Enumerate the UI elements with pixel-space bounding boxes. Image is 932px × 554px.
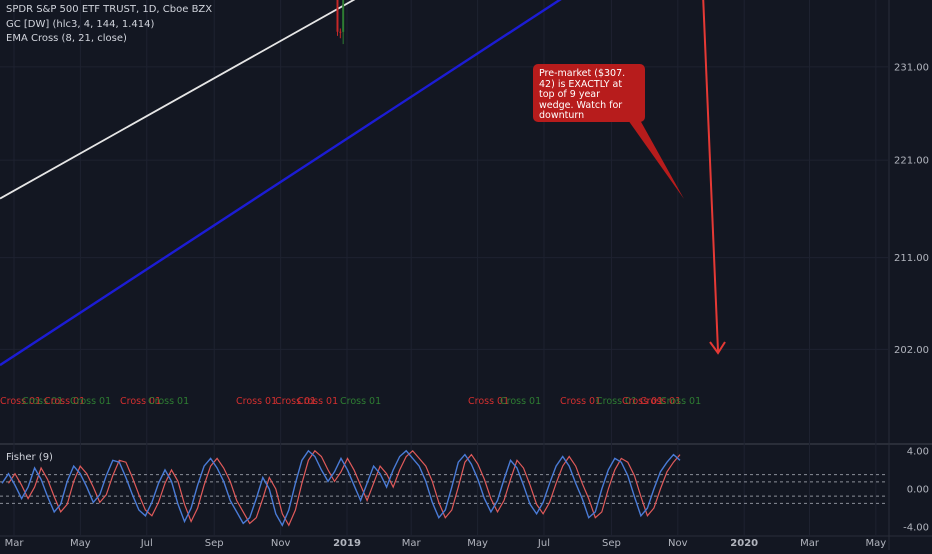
fisher-tick-label: -4.00: [903, 523, 929, 534]
annotation-line-3: top of 9 year: [539, 89, 601, 100]
time-tick-label: May: [70, 538, 91, 549]
time-tick-label: Sep: [205, 538, 224, 549]
cross-marker-label: Cross 01: [0, 396, 41, 407]
price-tick-label: 202.00: [894, 345, 929, 356]
fisher-line: [1, 449, 681, 527]
wedge-lower-line: [0, 0, 562, 367]
time-tick-label: Sep: [602, 538, 621, 549]
cross-marker-label: Cross 01: [500, 396, 541, 407]
time-tick-label: Nov: [271, 538, 291, 549]
price-tick-label: 211.00: [894, 253, 929, 264]
cross-marker-label: Cross 01: [640, 396, 681, 407]
legend-ema-cross: EMA Cross (8, 21, close): [6, 33, 127, 44]
cross-marker-label: Cross 01: [340, 396, 381, 407]
annotation-line-5: downturn: [539, 110, 585, 121]
annotation-line-1: Pre-market ($307.: [539, 68, 626, 79]
time-tick-label: Jul: [140, 538, 153, 549]
cross-marker-label: Cross 01: [275, 396, 316, 407]
cross-marker-label: Cross 01: [660, 396, 701, 407]
cross-marker-label: Cross 01: [44, 396, 85, 407]
cross-marker-label: Cross 01: [148, 396, 189, 407]
cross-marker-label: Cross 01: [560, 396, 601, 407]
cross-marker-label: Cross 01: [70, 396, 111, 407]
cross-marker-label: Cross 01: [297, 396, 338, 407]
annotation-line-2: 42) is EXACTLY at: [539, 78, 623, 90]
downturn-arrow-line: [702, 0, 719, 352]
fisher-tick-label: 0.00: [907, 485, 929, 496]
annotation-callout[interactable]: Pre-market ($307. 42) is EXACTLY at top …: [533, 64, 645, 122]
cross-marker-label: Cross 01: [236, 396, 277, 407]
cross-marker-label: Cross 01: [22, 396, 63, 407]
price-tick-label: 221.00: [894, 156, 929, 167]
candle-body: [339, 31, 342, 33]
candle-body: [342, 0, 345, 32]
cross-marker-label: Cross 01: [120, 396, 161, 407]
fisher-tick-label: 4.00: [907, 446, 929, 457]
candle-body: [336, 0, 339, 32]
time-tick-label: Mar: [800, 538, 820, 549]
time-tick-label: Jul: [537, 538, 550, 549]
time-tick-label: May: [467, 538, 488, 549]
legend-symbol: SPDR S&P 500 ETF TRUST, 1D, Cboe BZX: [6, 4, 213, 15]
time-tick-label: 2019: [333, 538, 361, 549]
time-tick-label: Nov: [668, 538, 688, 549]
annotation-line-4: wedge. Watch for: [539, 99, 623, 111]
fisher-pane-label: Fisher (9): [6, 452, 53, 463]
downturn-arrowhead: [709, 341, 726, 355]
callout-pointer: [628, 120, 684, 199]
time-tick-label: Mar: [402, 538, 422, 549]
price-tick-label: 231.00: [894, 62, 929, 73]
time-tick-label: 2020: [730, 538, 758, 549]
cross-marker-label: Cross 01: [468, 396, 509, 407]
legend-gc-indicator: GC [DW] (hlc3, 4, 144, 1.414): [6, 19, 155, 30]
time-tick-label: Mar: [5, 538, 25, 549]
trend-line-white: [0, 0, 356, 200]
time-tick-label: May: [866, 538, 887, 549]
cross-marker-label: Cross 01: [622, 396, 663, 407]
cross-marker-label: Cross 01: [596, 396, 637, 407]
